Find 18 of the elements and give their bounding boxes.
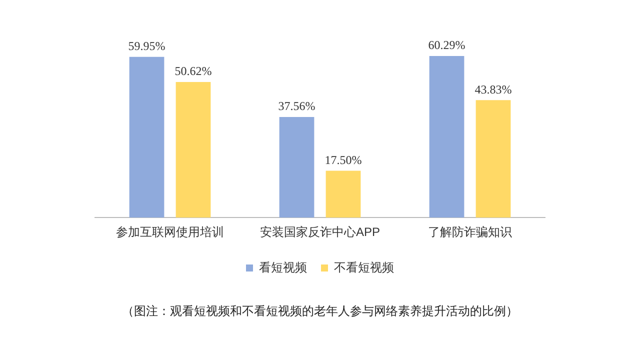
data-label: 59.95% (128, 39, 166, 54)
bar (476, 100, 511, 218)
data-label: 43.83% (474, 82, 512, 96)
data-label: 17.50% (324, 152, 362, 167)
x-tick-label: 安装国家反诈中心APP (260, 225, 380, 240)
bar (129, 56, 164, 218)
legend-label: 看短视频 (259, 260, 307, 274)
x-tick-label: 了解防诈骗知识 (428, 225, 512, 240)
data-label: 60.29% (428, 38, 466, 52)
legend-label: 不看短视频 (334, 260, 394, 274)
x-tick-label: 参加互联网使用培训 (116, 225, 224, 240)
bar (326, 170, 361, 218)
data-label: 37.56% (278, 99, 316, 114)
bar (176, 82, 211, 218)
data-label: 50.62% (174, 64, 212, 78)
text: （图注：观看短视频和不看短视频的老年人参与网络素养提升活动的比例） (121, 303, 519, 320)
bar (429, 56, 464, 218)
bar (279, 116, 314, 218)
